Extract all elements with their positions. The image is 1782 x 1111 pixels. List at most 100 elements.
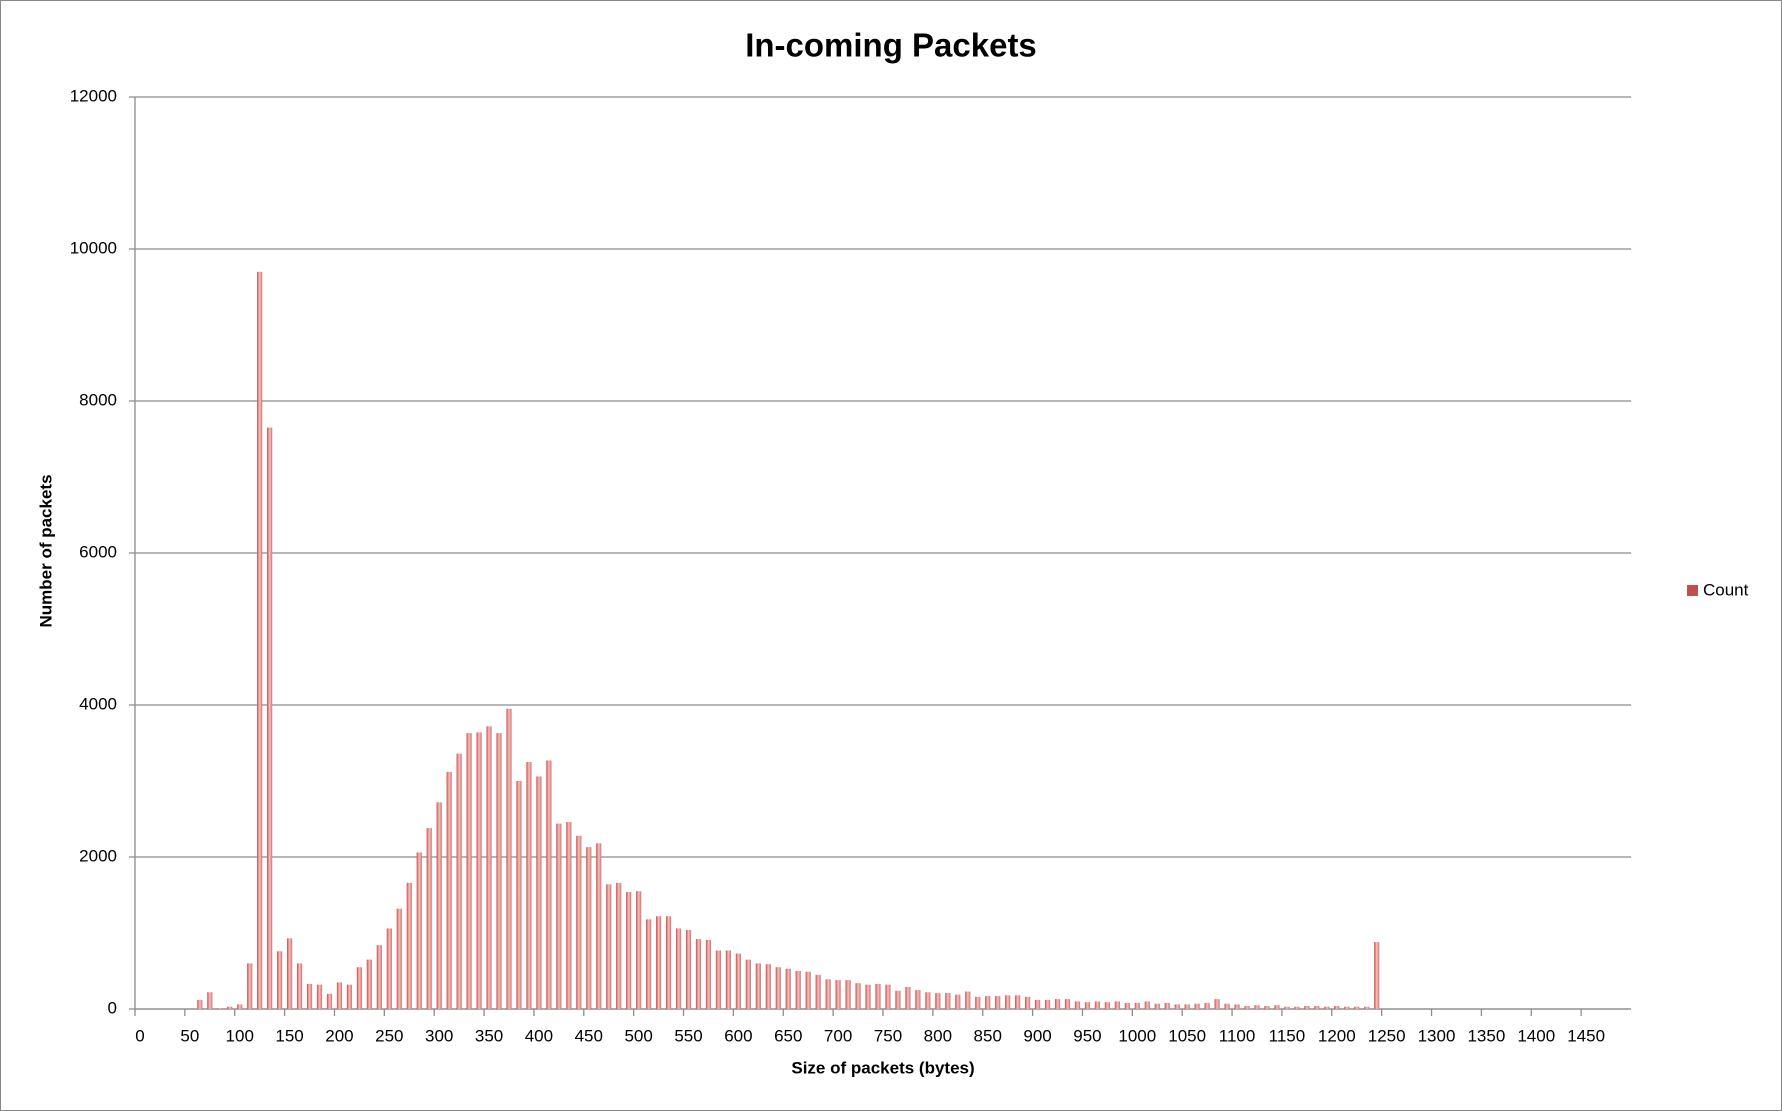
bar <box>1074 1001 1081 1009</box>
bar <box>1304 1005 1310 1009</box>
x-tick-label: 100 <box>226 1026 254 1045</box>
y-tick-label: 4000 <box>79 694 117 713</box>
chart-title: In-coming Packets <box>745 27 1037 64</box>
bar <box>626 891 632 1009</box>
bar <box>237 1004 243 1009</box>
bar <box>566 822 572 1009</box>
bar <box>855 983 861 1009</box>
x-tick-label: 950 <box>1073 1026 1101 1045</box>
bar <box>586 847 592 1009</box>
bar <box>1064 999 1071 1009</box>
x-tick-label: 350 <box>475 1026 503 1045</box>
bar <box>526 762 532 1009</box>
bar <box>277 951 283 1009</box>
bar <box>197 999 203 1009</box>
bar <box>985 996 991 1009</box>
bar <box>1174 1004 1180 1009</box>
bar <box>1204 1002 1210 1009</box>
bar <box>845 980 851 1009</box>
bar <box>1044 999 1051 1009</box>
x-tick-label: 450 <box>575 1026 603 1045</box>
bar <box>486 726 492 1009</box>
bar <box>576 835 582 1009</box>
bar <box>346 984 353 1009</box>
bar <box>805 971 811 1009</box>
bar <box>376 945 382 1009</box>
bar <box>616 882 622 1009</box>
bar <box>1224 1003 1230 1009</box>
bar <box>1234 1004 1240 1009</box>
y-tick-label: 12000 <box>70 86 117 105</box>
x-tick-label: 1200 <box>1318 1026 1356 1045</box>
x-tick-label: 250 <box>375 1026 403 1045</box>
bar <box>1294 1006 1300 1009</box>
bar <box>596 843 602 1009</box>
bar <box>1154 1003 1160 1009</box>
bar <box>516 781 522 1009</box>
bar <box>735 953 741 1009</box>
bar <box>536 776 542 1009</box>
bar <box>765 964 771 1009</box>
y-tick-label: 6000 <box>79 542 117 561</box>
x-tick-label: 200 <box>325 1026 353 1045</box>
bar <box>1025 996 1031 1009</box>
bar <box>1334 1005 1340 1009</box>
bar <box>336 982 343 1009</box>
bar <box>895 990 901 1009</box>
bar <box>955 994 961 1009</box>
bar <box>426 828 432 1009</box>
bar <box>306 983 313 1009</box>
x-tick-label: 400 <box>525 1026 553 1045</box>
x-tick-label: 1050 <box>1168 1026 1206 1045</box>
bar <box>207 992 213 1009</box>
y-tick-label: 8000 <box>79 390 117 409</box>
bar <box>1124 1002 1130 1009</box>
bar <box>1324 1006 1330 1009</box>
bar <box>875 983 881 1009</box>
bar <box>456 753 462 1009</box>
bar <box>785 968 791 1009</box>
bar <box>1144 1001 1150 1009</box>
bar <box>257 271 263 1009</box>
bar <box>1134 1002 1140 1009</box>
bar <box>925 992 931 1009</box>
bar <box>1164 1002 1170 1009</box>
bar <box>1184 1004 1190 1009</box>
bar <box>1015 995 1021 1009</box>
bar <box>755 963 761 1009</box>
x-tick-label: 1400 <box>1517 1026 1555 1045</box>
bar <box>1284 1006 1290 1009</box>
x-tick-label: 900 <box>1023 1026 1051 1045</box>
bar <box>316 984 323 1009</box>
x-tick-label: 800 <box>924 1026 952 1045</box>
x-tick-label: 50 <box>180 1026 199 1045</box>
x-tick-label: 1350 <box>1467 1026 1505 1045</box>
bar <box>815 974 821 1009</box>
bar <box>1344 1006 1350 1009</box>
bar <box>476 732 482 1009</box>
bar <box>715 950 722 1009</box>
bar <box>1194 1003 1200 1009</box>
bar <box>386 928 392 1009</box>
x-tick-label: 700 <box>824 1026 852 1045</box>
bar <box>436 802 442 1009</box>
bar <box>1274 1005 1280 1009</box>
x-tick-label: 1300 <box>1418 1026 1456 1045</box>
bar <box>506 708 512 1009</box>
bar <box>396 908 402 1009</box>
x-tick-label: 1100 <box>1219 1026 1256 1045</box>
bar <box>885 984 891 1009</box>
x-tick-label: 650 <box>774 1026 802 1045</box>
bar <box>1214 999 1220 1009</box>
bar <box>965 991 971 1009</box>
bar <box>685 929 692 1009</box>
x-tick-label: 300 <box>425 1026 453 1045</box>
bar <box>556 823 562 1009</box>
bar <box>795 971 801 1009</box>
y-tick-label: 0 <box>108 998 117 1017</box>
bar <box>725 950 732 1009</box>
y-tick-label: 10000 <box>70 238 117 257</box>
x-tick-label: 550 <box>674 1026 702 1045</box>
x-tick-label: 500 <box>624 1026 652 1045</box>
